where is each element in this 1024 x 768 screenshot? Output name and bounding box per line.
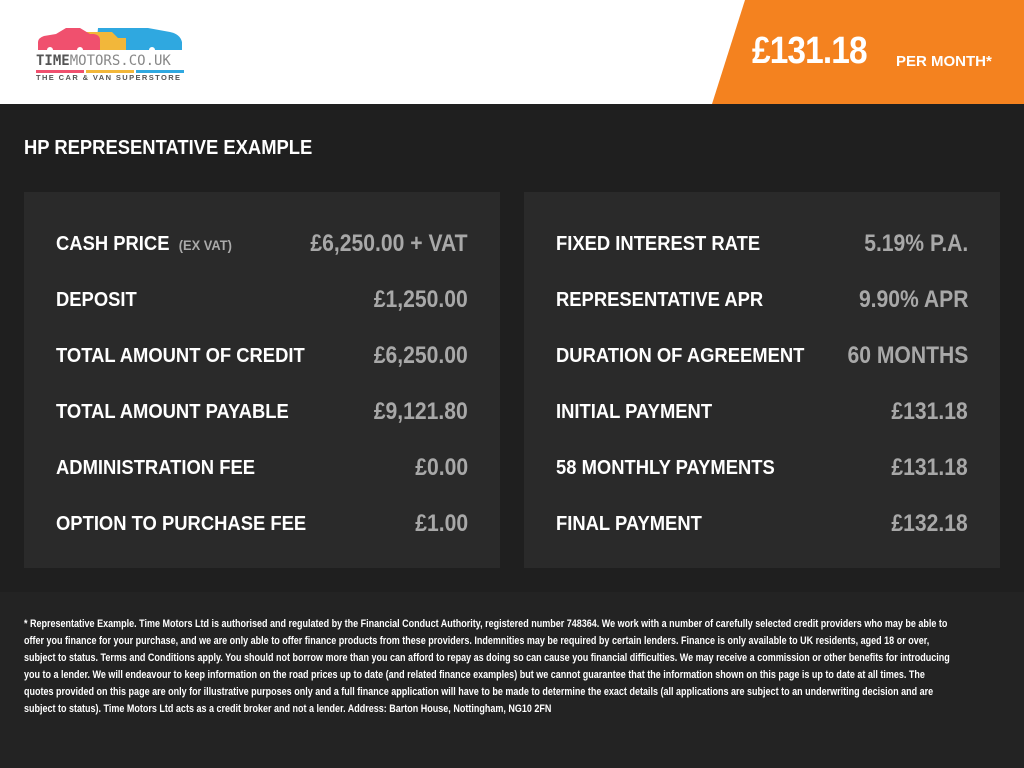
finance-label: TOTAL AMOUNT OF CREDIT [56,344,305,367]
header: TIMEMOTORS.CO.UK THE CAR & VAN SUPERSTOR… [0,0,1024,104]
finance-label: INITIAL PAYMENT [556,400,713,423]
finance-value: £6,250.00 + VAT [310,230,468,257]
finance-label: CASH PRICE (EX VAT) [56,232,232,255]
page-title: HP REPRESENTATIVE EXAMPLE [24,137,313,159]
finance-value: £9,121.80 [374,398,468,425]
price-banner [712,0,1024,104]
finance-value: £6,250.00 [374,342,468,369]
finance-row: DURATION OF AGREEMENT 60 MONTHS [556,328,968,384]
finance-value: £131.18 [891,398,968,425]
finance-value: £0.00 [415,454,468,481]
finance-label: DEPOSIT [56,288,137,311]
logo-wordmark: TIMEMOTORS.CO.UK [36,53,171,69]
disclaimer-section: * Representative Example. Time Motors Lt… [0,592,1024,768]
finance-row: 58 MONTHLY PAYMENTS £131.18 [556,440,968,496]
finance-label: REPRESENTATIVE APR [556,288,764,311]
finance-row: DEPOSIT £1,250.00 [56,272,468,328]
per-month-label: PER MONTH* [896,53,992,70]
finance-value: £131.18 [891,454,968,481]
finance-row: CASH PRICE (EX VAT) £6,250.00 + VAT [56,216,468,272]
finance-value: 5.19% P.A. [863,230,968,257]
finance-label-note: (EX VAT) [178,236,232,253]
monthly-price: £131.18 [752,30,868,72]
finance-row: TOTAL AMOUNT OF CREDIT £6,250.00 [56,328,468,384]
left-finance-panel: CASH PRICE (EX VAT) £6,250.00 + VAT DEPOSI… [24,192,500,568]
finance-label: TOTAL AMOUNT PAYABLE [56,400,289,423]
disclaimer-text: * Representative Example. Time Motors Lt… [24,618,950,715]
time-motors-logo[interactable] [34,22,190,84]
finance-value: 60 MONTHS [847,342,968,369]
logo-tagline: THE CAR & VAN SUPERSTORE [36,73,182,82]
finance-row: TOTAL AMOUNT PAYABLE £9,121.80 [56,384,468,440]
finance-label: FIXED INTEREST RATE [556,232,761,255]
finance-value: 9.90% APR [858,286,968,313]
right-finance-panel: FIXED INTEREST RATE 5.19% P.A. REPRESENTA… [524,192,1000,568]
finance-row: FINAL PAYMENT £132.18 [556,496,968,552]
finance-value: £1.00 [415,510,468,537]
finance-value: £1,250.00 [374,286,468,313]
finance-label: FINAL PAYMENT [556,512,702,535]
finance-row: FIXED INTEREST RATE 5.19% P.A. [556,216,968,272]
finance-row: INITIAL PAYMENT £131.18 [556,384,968,440]
finance-row: OPTION TO PURCHASE FEE £1.00 [56,496,468,552]
finance-label: DURATION OF AGREEMENT [556,344,805,367]
finance-label: OPTION TO PURCHASE FEE [56,512,307,535]
finance-label: 58 MONTHLY PAYMENTS [556,456,775,479]
logo-color-bars [36,70,184,73]
finance-value: £132.18 [891,510,968,537]
finance-row: REPRESENTATIVE APR 9.90% APR [556,272,968,328]
finance-row: ADMINISTRATION FEE £0.00 [56,440,468,496]
finance-label: ADMINISTRATION FEE [56,456,255,479]
